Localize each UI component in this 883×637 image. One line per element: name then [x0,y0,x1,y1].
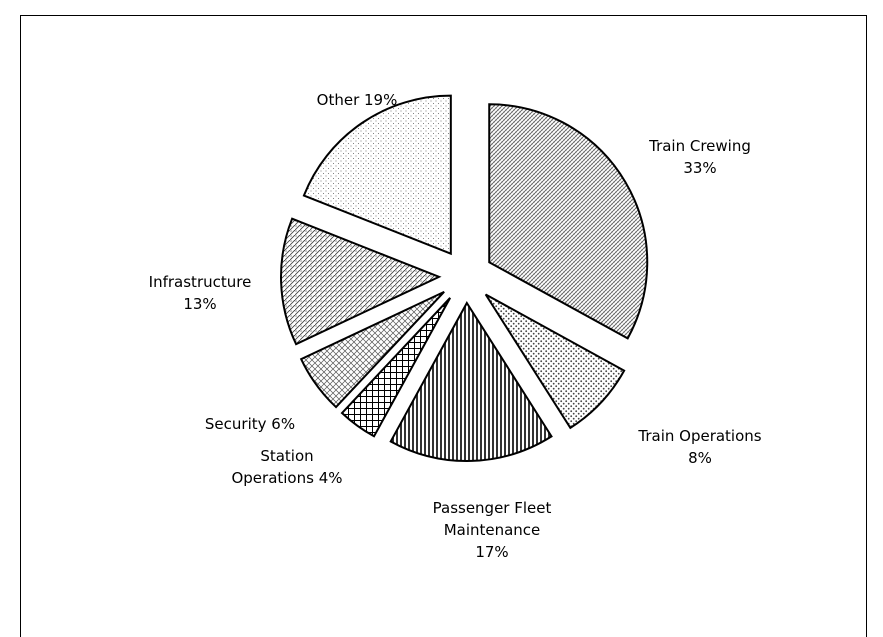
value-label: 4% [318,469,343,487]
pie-slice [340,297,452,438]
pie-slice [299,290,445,409]
value-label: 19% [364,91,398,109]
slice-label: Passenger Fleet Maintenance 17% [417,497,567,563]
category-label: Infrastructure [148,273,252,291]
slice-label: Train Operations 8% [638,425,763,469]
value-label: 8% [688,449,712,467]
category-label: Passenger Fleet Maintenance [432,499,552,539]
value-label: 13% [183,295,217,313]
pie-slice [484,293,626,430]
value-label: 33% [683,159,717,177]
chart-border [20,15,867,637]
value-label: 17% [475,543,509,561]
slice-label: Security 6% [150,413,350,435]
category-label: Security [204,415,267,433]
pie [280,94,649,462]
pie-slice [389,301,553,462]
value-label: 6% [271,415,296,433]
category-label: Station Operations [231,447,314,487]
category-label: Other [316,91,360,109]
slice-label: Train Crewing 33% [630,135,770,179]
category-label: Train Operations [638,427,762,445]
slice-label: Station Operations 4% [225,445,350,489]
pie-slice [280,217,442,346]
pie-slice [302,94,452,256]
slice-label: Other 19% [257,89,457,111]
slice-label: Infrastructure 13% [125,271,275,315]
pie-slice [488,103,649,340]
category-label: Train Crewing [649,137,751,155]
